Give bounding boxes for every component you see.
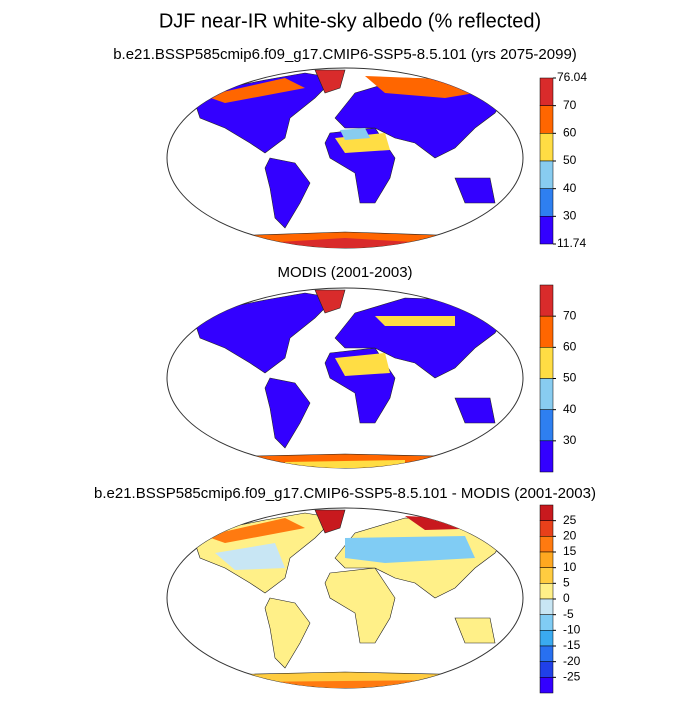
colorbar-swatch <box>539 504 554 521</box>
colorbar-swatch <box>539 614 554 631</box>
colorbar-tick-label: 25 <box>563 513 577 527</box>
colorbar-tick-label: 20 <box>563 529 577 543</box>
colorbar-tick-label: 50 <box>563 371 577 385</box>
colorbar-swatch <box>539 378 554 410</box>
colorbar-tick-label: -5 <box>563 607 574 621</box>
map <box>166 507 524 689</box>
colorbar-tick-label: 60 <box>563 126 577 140</box>
colorbar-tick-label: -10 <box>563 623 581 637</box>
colorbar-tick-label: 70 <box>563 98 577 112</box>
colorbar-tick-label: 10 <box>563 560 577 574</box>
colorbar-swatch <box>539 536 554 553</box>
colorbar-swatch <box>539 440 554 473</box>
map <box>166 67 524 249</box>
panel-subtitle: b.e21.BSSP585cmip6.f09_g17.CMIP6-SSP5-8.… <box>113 46 577 63</box>
figure-title: DJF near-IR white-sky albedo (% reflecte… <box>159 10 541 32</box>
colorbar-tick-label: -25 <box>563 670 581 684</box>
colorbar-swatch <box>539 216 554 245</box>
colorbar-swatch <box>539 284 554 317</box>
colorbar-swatch <box>539 188 554 217</box>
colorbar-swatch <box>539 598 554 615</box>
colorbar-tick-label: 30 <box>563 433 577 447</box>
colorbar-swatch <box>539 105 554 134</box>
colorbar-tick-label: -15 <box>563 638 581 652</box>
panel-subtitle: MODIS (2001-2003) <box>277 264 412 281</box>
colorbar-tick-label: 76.04 <box>557 70 587 84</box>
colorbar-swatch <box>539 133 554 162</box>
colorbar-tick-label: 11.74 <box>557 236 586 250</box>
colorbar-tick-label: 60 <box>563 340 577 354</box>
map <box>166 287 524 469</box>
colorbar-swatch <box>539 551 554 568</box>
colorbar-tick-label: 5 <box>563 576 570 590</box>
colorbar-swatch <box>539 567 554 584</box>
colorbar-swatch <box>539 677 554 694</box>
colorbar-swatch <box>539 630 554 647</box>
colorbar-tick-label: -20 <box>563 654 581 668</box>
colorbar-tick-label: 15 <box>563 544 577 558</box>
colorbar-tick-label: 50 <box>563 153 577 167</box>
colorbar-tick-label: 30 <box>563 209 577 223</box>
colorbar-tick-label: 70 <box>563 308 577 322</box>
colorbar-swatch <box>539 520 554 537</box>
colorbar-swatch <box>539 315 554 348</box>
colorbar-tick-label: 40 <box>563 181 577 195</box>
colorbar-swatch <box>539 645 554 662</box>
colorbar-swatch <box>539 661 554 678</box>
colorbar-swatch <box>539 160 554 189</box>
colorbar-swatch <box>539 409 554 442</box>
panel-subtitle: b.e21.BSSP585cmip6.f09_g17.CMIP6-SSP5-8.… <box>94 485 596 502</box>
colorbar-swatch <box>539 347 554 379</box>
colorbar-tick-label: 0 <box>563 591 570 605</box>
colorbar-swatch <box>539 583 554 600</box>
colorbar-tick-label: 40 <box>563 402 577 416</box>
colorbar-swatch <box>539 77 554 106</box>
